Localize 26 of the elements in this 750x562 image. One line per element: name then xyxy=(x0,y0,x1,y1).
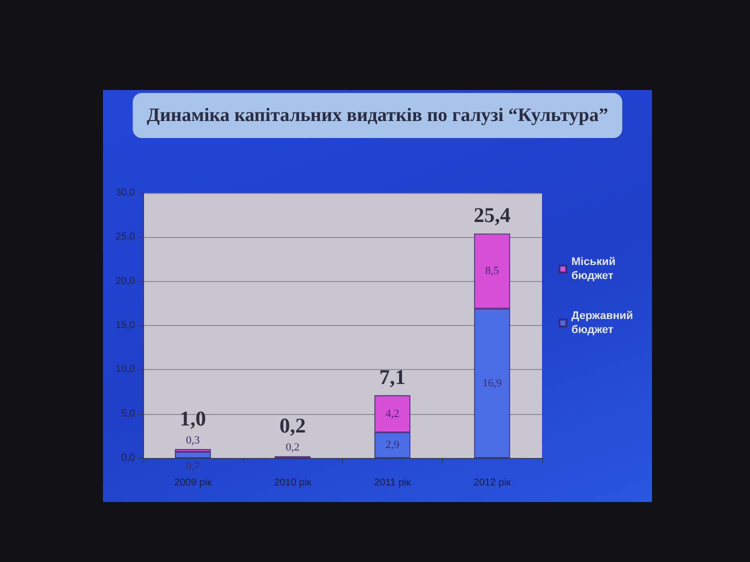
x-tick-label: 2011 рік xyxy=(374,478,412,488)
y-tick-label: 15,0 xyxy=(116,320,136,331)
x-tick-label: 2009 рік xyxy=(174,478,212,488)
total-label: 0,2 xyxy=(286,442,300,454)
data-label: 0,2 xyxy=(280,414,306,438)
y-tick-label: 5,0 xyxy=(121,408,136,420)
total-label: 7,1 xyxy=(379,364,406,389)
legend-label: Державний бюджет xyxy=(571,310,634,336)
x-tick-label: 2012 рік xyxy=(474,478,512,488)
x-tick-label: 2010 рік xyxy=(274,478,312,488)
data-label: 0,3 xyxy=(186,434,200,447)
bar xyxy=(174,452,211,458)
data-label: 8,5 xyxy=(485,265,500,278)
y-tick-label: 30,0 xyxy=(116,188,136,198)
data-label: 2,9 xyxy=(386,439,400,452)
y-tick-label: 0,0 xyxy=(121,452,136,464)
y-tick-label: 25,0 xyxy=(116,232,136,243)
legend-label: Міський бюджет xyxy=(571,256,616,282)
chart-title: Динаміка капітальних видатків по галузі “Культура” xyxy=(146,105,608,126)
data-label: 0,7 xyxy=(186,460,200,472)
y-tick-label: 10,0 xyxy=(116,364,136,376)
data-label: 4,2 xyxy=(386,408,400,420)
total-label: 1,0 xyxy=(180,406,206,431)
y-tick-label: 20,0 xyxy=(116,276,136,287)
total-label: 25,4 xyxy=(474,203,511,228)
data-label: 16,9 xyxy=(482,377,502,390)
